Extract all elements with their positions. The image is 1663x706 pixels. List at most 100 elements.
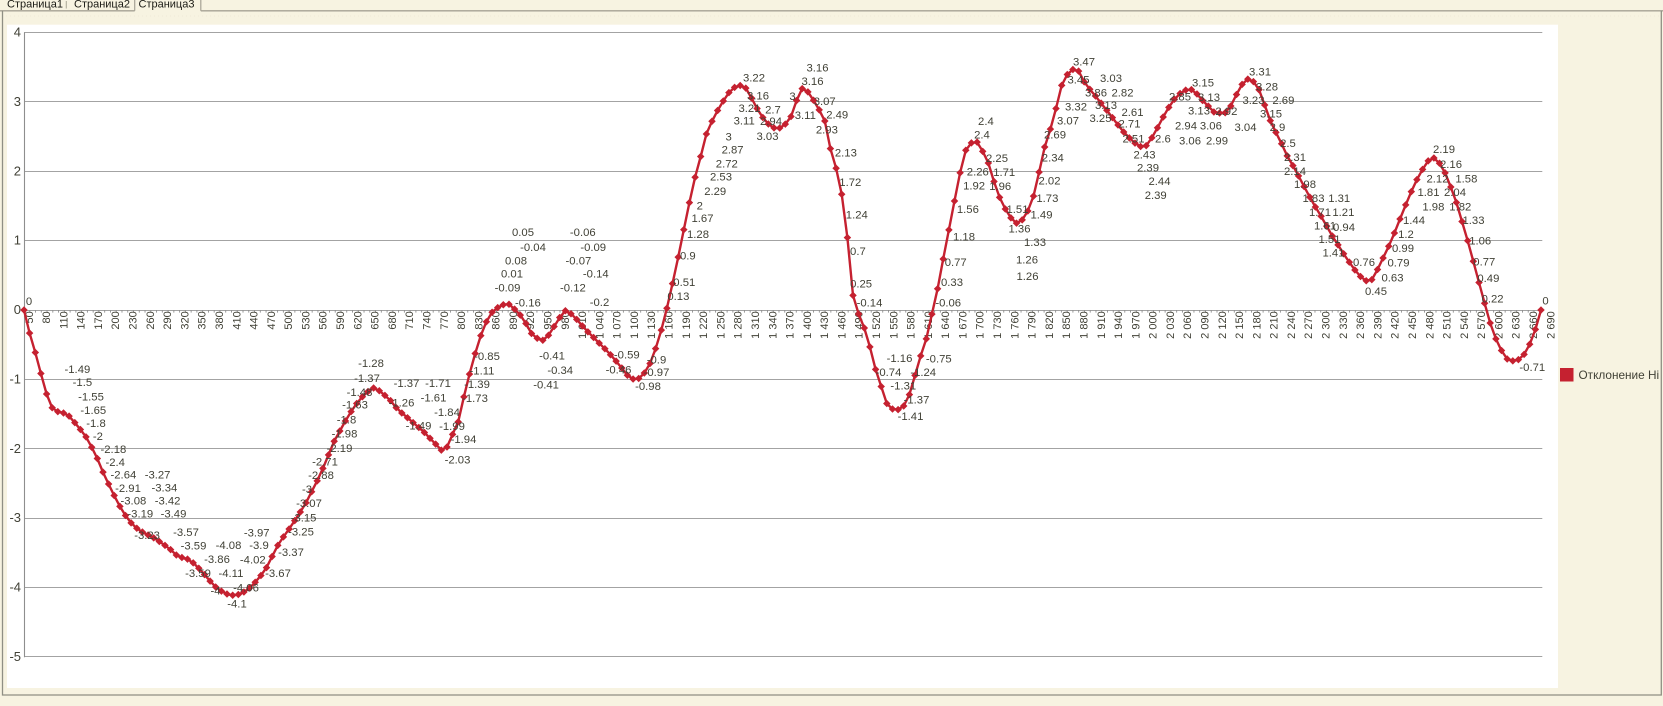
svg-text:-0.14: -0.14 xyxy=(857,298,883,310)
svg-text:0.49: 0.49 xyxy=(1477,273,1499,285)
svg-text:0.08: 0.08 xyxy=(505,255,527,267)
svg-text:-4.06: -4.06 xyxy=(233,582,259,594)
svg-text:-4.02: -4.02 xyxy=(240,554,266,566)
svg-text:2 270: 2 270 xyxy=(1303,311,1315,339)
svg-text:2.72: 2.72 xyxy=(716,158,738,170)
svg-text:380: 380 xyxy=(214,311,226,329)
svg-text:3.22: 3.22 xyxy=(743,72,765,84)
svg-text:2.34: 2.34 xyxy=(1042,153,1064,165)
svg-text:2.9: 2.9 xyxy=(1270,122,1286,134)
svg-text:1.18: 1.18 xyxy=(953,232,975,244)
svg-text:1 880: 1 880 xyxy=(1079,311,1091,339)
svg-text:2.44: 2.44 xyxy=(1149,176,1171,188)
svg-text:-0.2: -0.2 xyxy=(590,297,609,309)
svg-text:3.16: 3.16 xyxy=(802,76,824,88)
svg-text:1.41: 1.41 xyxy=(1323,247,1345,259)
svg-text:1.83: 1.83 xyxy=(1303,193,1325,205)
svg-text:3.16: 3.16 xyxy=(807,63,829,75)
svg-text:3.23: 3.23 xyxy=(1243,95,1265,107)
svg-text:-3.25: -3.25 xyxy=(288,527,314,539)
svg-text:2 330: 2 330 xyxy=(1338,311,1350,339)
svg-text:1 400: 1 400 xyxy=(802,311,814,339)
svg-text:3.03: 3.03 xyxy=(757,131,779,143)
svg-text:2 000: 2 000 xyxy=(1148,311,1160,339)
svg-text:2 090: 2 090 xyxy=(1200,311,1212,339)
svg-text:2.25: 2.25 xyxy=(986,153,1008,165)
svg-text:-1.61: -1.61 xyxy=(421,392,447,404)
svg-text:-1.37: -1.37 xyxy=(354,373,380,385)
svg-text:2.92: 2.92 xyxy=(1215,106,1237,118)
svg-text:-0.97: -0.97 xyxy=(644,367,670,379)
svg-text:-1.11: -1.11 xyxy=(470,365,495,377)
svg-text:-0.46: -0.46 xyxy=(606,365,632,377)
svg-text:1 850: 1 850 xyxy=(1061,311,1073,339)
svg-text:2.04: 2.04 xyxy=(1444,187,1466,199)
svg-text:1.2: 1.2 xyxy=(1398,229,1414,241)
svg-text:1.73: 1.73 xyxy=(1036,193,1058,205)
svg-text:3.45: 3.45 xyxy=(1068,74,1090,86)
svg-text:3.86: 3.86 xyxy=(1085,87,1107,99)
svg-text:1.98: 1.98 xyxy=(1294,179,1316,191)
svg-text:2 510: 2 510 xyxy=(1442,311,1454,339)
svg-text:2 660: 2 660 xyxy=(1528,311,1540,339)
svg-text:1.51: 1.51 xyxy=(1007,204,1029,216)
svg-text:2 540: 2 540 xyxy=(1459,311,1471,339)
svg-text:2.26: 2.26 xyxy=(967,167,989,179)
svg-text:2.39: 2.39 xyxy=(1137,162,1159,174)
svg-text:2.4: 2.4 xyxy=(974,129,990,141)
svg-text:-3.59: -3.59 xyxy=(181,540,207,552)
svg-text:1 700: 1 700 xyxy=(975,311,987,339)
svg-text:410: 410 xyxy=(231,311,243,329)
svg-text:0.22: 0.22 xyxy=(1482,294,1504,306)
svg-text:2 060: 2 060 xyxy=(1182,311,1194,339)
svg-text:-2.4: -2.4 xyxy=(105,457,124,469)
svg-text:1.82: 1.82 xyxy=(1449,201,1471,213)
svg-text:2 390: 2 390 xyxy=(1372,311,1384,339)
svg-text:2.53: 2.53 xyxy=(710,171,732,183)
svg-text:-3.34: -3.34 xyxy=(152,482,178,494)
svg-text:Страница3: Страница3 xyxy=(139,0,195,10)
svg-text:-1.37: -1.37 xyxy=(394,378,420,390)
svg-text:710: 710 xyxy=(404,311,416,329)
svg-text:-3.42: -3.42 xyxy=(155,496,181,508)
svg-text:740: 740 xyxy=(422,311,434,329)
svg-text:-0.04: -0.04 xyxy=(520,242,546,254)
svg-text:4: 4 xyxy=(14,25,21,40)
svg-text:2.5: 2.5 xyxy=(1280,138,1296,150)
svg-text:1 370: 1 370 xyxy=(785,311,797,339)
svg-text:2 450: 2 450 xyxy=(1407,311,1419,339)
svg-text:1.92: 1.92 xyxy=(963,181,985,193)
svg-text:1.72: 1.72 xyxy=(839,177,861,189)
svg-text:1.56: 1.56 xyxy=(957,204,979,216)
svg-text:1.21: 1.21 xyxy=(1332,207,1354,219)
svg-text:-1.99: -1.99 xyxy=(439,421,465,433)
svg-text:0.25: 0.25 xyxy=(850,278,872,290)
svg-text:-1.37: -1.37 xyxy=(904,395,930,407)
svg-text:3.47: 3.47 xyxy=(1073,56,1095,68)
svg-text:-0.41: -0.41 xyxy=(539,351,565,363)
svg-text:1 190: 1 190 xyxy=(681,311,693,339)
svg-text:-3.27: -3.27 xyxy=(145,470,171,482)
svg-text:1 640: 1 640 xyxy=(940,311,952,339)
svg-text:3: 3 xyxy=(14,94,21,109)
svg-text:170: 170 xyxy=(93,311,105,329)
svg-text:80: 80 xyxy=(41,311,53,323)
svg-text:590: 590 xyxy=(335,311,347,329)
svg-text:200: 200 xyxy=(110,311,122,329)
svg-text:1 520: 1 520 xyxy=(871,311,883,339)
svg-text:1.98: 1.98 xyxy=(1422,201,1444,213)
svg-text:-4.08: -4.08 xyxy=(216,540,242,552)
svg-text:0.77: 0.77 xyxy=(1473,256,1495,268)
svg-text:-0.74: -0.74 xyxy=(876,367,902,379)
svg-text:320: 320 xyxy=(179,311,191,329)
svg-text:1 460: 1 460 xyxy=(836,311,848,339)
svg-text:-3.9: -3.9 xyxy=(249,540,268,552)
svg-text:2.12: 2.12 xyxy=(1427,173,1449,185)
svg-text:0.77: 0.77 xyxy=(945,257,967,269)
svg-text:1 070: 1 070 xyxy=(612,311,624,339)
svg-text:2.85: 2.85 xyxy=(1169,91,1191,103)
svg-text:1 550: 1 550 xyxy=(888,311,900,339)
svg-text:-1.48: -1.48 xyxy=(347,387,373,399)
svg-text:3.11: 3.11 xyxy=(795,110,816,122)
svg-text:-1.8: -1.8 xyxy=(86,418,105,430)
